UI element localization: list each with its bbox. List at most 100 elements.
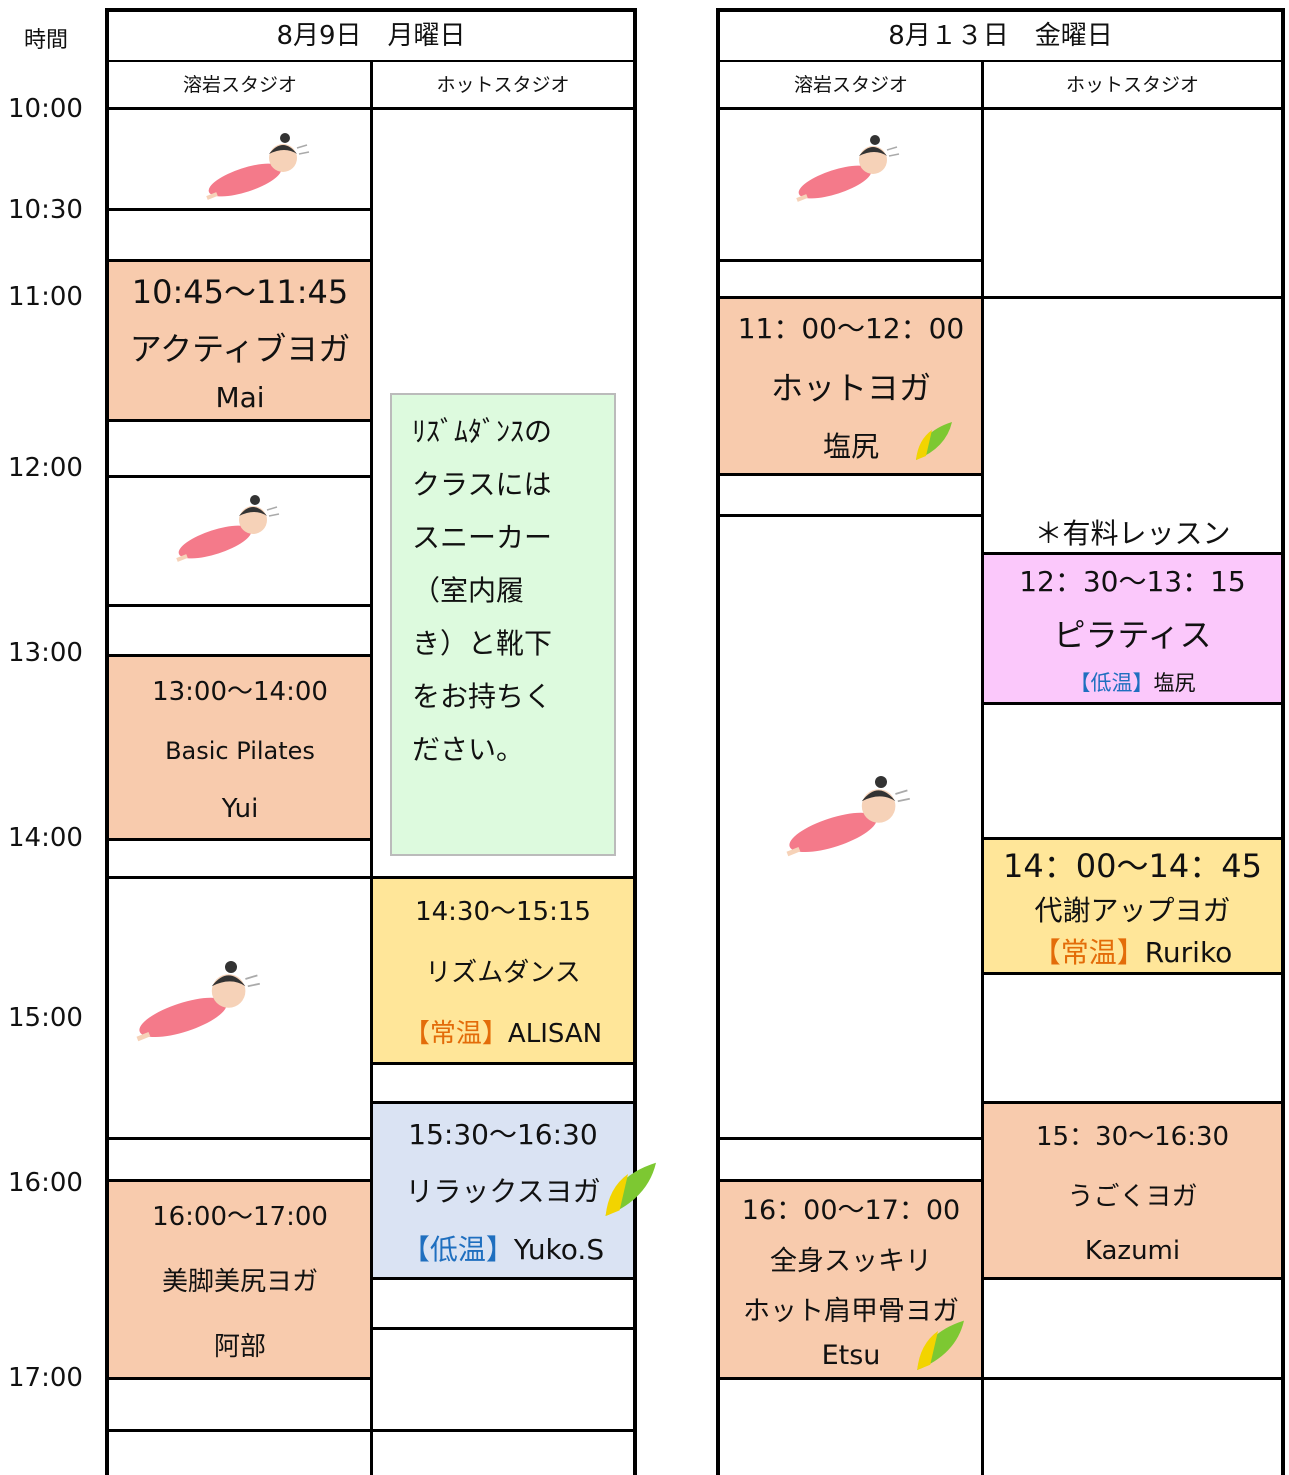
class-time: 15：30～16:30 xyxy=(1035,1121,1230,1152)
class-time: 16：00～17：00 xyxy=(741,1194,961,1226)
class: 12：30～13：15 ピラティス 【低温】塩尻 xyxy=(984,555,1281,705)
time: 12:00 xyxy=(8,453,83,483)
time: 15:00 xyxy=(8,1003,83,1033)
illustration xyxy=(785,770,925,860)
teacher: 塩尻 xyxy=(822,430,879,463)
teacher: Kazumi xyxy=(1084,1235,1181,1266)
class: 16:00～17:00 美脚美尻ヨガ 阿部 xyxy=(109,1182,371,1380)
teacher: ALISAN xyxy=(507,1019,603,1049)
slot-image xyxy=(720,517,982,1140)
slot-image xyxy=(109,110,371,211)
slot-image xyxy=(720,110,982,262)
slot xyxy=(720,1380,982,1475)
note-line: （室内履 xyxy=(412,574,525,607)
time: 17:00 xyxy=(8,1363,83,1393)
illustration xyxy=(135,955,275,1045)
day-title: 8月9日 月曜日 xyxy=(109,12,633,62)
note-line: クラスには xyxy=(412,468,552,501)
studio: ホットスタジオ xyxy=(373,62,633,110)
class-name: リズムダンス xyxy=(425,958,581,988)
tag: 【低温】 xyxy=(1069,670,1154,695)
time: 10:30 xyxy=(8,195,83,225)
teacher: Mai xyxy=(215,380,265,414)
class-name: 美脚美尻ヨガ xyxy=(161,1267,318,1297)
slot xyxy=(373,110,633,879)
illustration xyxy=(205,131,311,206)
icon xyxy=(916,422,952,460)
class-name: ホットヨガ xyxy=(770,369,931,407)
class-time: 10:45～11:45 xyxy=(131,273,349,312)
tag: 【低温】 xyxy=(401,1233,514,1267)
slot: ＊有料レッスン xyxy=(984,299,1281,555)
class-time: 15:30～16:30 xyxy=(408,1117,598,1151)
note-line: ださい。 xyxy=(412,733,525,766)
border xyxy=(105,8,109,1475)
class-time: 16:00～17:00 xyxy=(152,1202,328,1232)
class-name: 代謝アップヨガ xyxy=(1034,894,1231,927)
class: 10:45～11:45 アクティブヨガ Mai xyxy=(109,262,371,422)
tag: 【常温】 xyxy=(403,1019,508,1049)
slot xyxy=(109,1380,371,1432)
studio: ホットスタジオ xyxy=(984,62,1281,110)
border xyxy=(716,8,1285,12)
slot xyxy=(720,262,982,299)
slot xyxy=(984,975,1281,1104)
teacher: Ruriko xyxy=(1144,936,1233,969)
day-title: 8月１３日 金曜日 xyxy=(720,12,1281,62)
class-name: ピラティス xyxy=(1053,616,1212,655)
class-time: 13:00～14:00 xyxy=(152,677,328,708)
class: 16：00～17：00 全身スッキリ ホット肩甲骨ヨガ Etsu xyxy=(720,1182,982,1380)
class-name: リラックスヨガ xyxy=(405,1175,601,1209)
border xyxy=(981,62,984,1475)
slot xyxy=(984,1280,1281,1380)
slot xyxy=(720,1140,982,1182)
class: 14：00～14：45 代謝アップヨガ 【常温】Ruriko xyxy=(984,840,1281,975)
studio: 溶岩スタジオ xyxy=(109,62,371,110)
border xyxy=(633,8,637,1475)
border xyxy=(716,8,720,1475)
slot xyxy=(109,841,371,879)
border xyxy=(105,8,637,12)
slot-image xyxy=(109,478,371,607)
class: 13:00～14:00 Basic Pilates Yui xyxy=(109,657,371,841)
teacher: 阿部 xyxy=(213,1332,266,1362)
slot xyxy=(373,1280,633,1330)
slot xyxy=(984,1380,1281,1475)
time: 16:00 xyxy=(8,1168,83,1198)
slot xyxy=(373,1065,633,1104)
note-line: スニーカー xyxy=(412,521,553,554)
class: 15：30～16:30 うごくヨガ Kazumi xyxy=(984,1104,1281,1280)
note-line: ﾘｽﾞﾑﾀﾞﾝｽの xyxy=(412,415,553,448)
class-time: 12：30～13：15 xyxy=(1019,565,1246,599)
icon xyxy=(605,1162,656,1216)
teacher: Yui xyxy=(221,793,259,824)
note: ﾘｽﾞﾑﾀﾞﾝｽの クラスにはスニーカー （室内履き）と靴下をお持ちください。 xyxy=(390,393,616,856)
tag: 【常温】 xyxy=(1032,936,1145,969)
studio: 溶岩スタジオ xyxy=(720,62,982,110)
slot xyxy=(109,1140,371,1182)
class-time: 11：00～12：00 xyxy=(737,312,965,345)
class-name: うごくヨガ xyxy=(1067,1181,1198,1212)
class-name: Basic Pilates xyxy=(165,736,315,765)
class: 11：00～12：00 ホットヨガ塩尻 xyxy=(720,299,982,476)
class: 15:30～16:30 リラックスヨガ 【低温】Yuko.S xyxy=(373,1104,633,1280)
slot xyxy=(984,110,1281,299)
slot xyxy=(984,705,1281,840)
illustration xyxy=(175,493,281,568)
time: 13:00 xyxy=(8,638,83,668)
icon xyxy=(917,1320,964,1370)
note-line: をお持ちく xyxy=(412,680,553,713)
border xyxy=(1281,8,1285,1475)
time: 14:00 xyxy=(8,823,83,853)
slot-image xyxy=(109,879,371,1140)
teacher: Etsu xyxy=(821,1340,881,1372)
time-header: 時間 xyxy=(24,28,69,53)
slot xyxy=(373,1330,633,1432)
class: 14:30～15:15 リズムダンス 【常温】ALISAN xyxy=(373,879,633,1065)
note-line: き）と靴下 xyxy=(412,627,553,660)
notice: ＊有料レッスン xyxy=(1034,517,1231,550)
class-name: アクティブヨガ xyxy=(129,329,351,368)
illustration xyxy=(795,133,901,208)
class-name: 全身スッキリ xyxy=(770,1245,932,1277)
